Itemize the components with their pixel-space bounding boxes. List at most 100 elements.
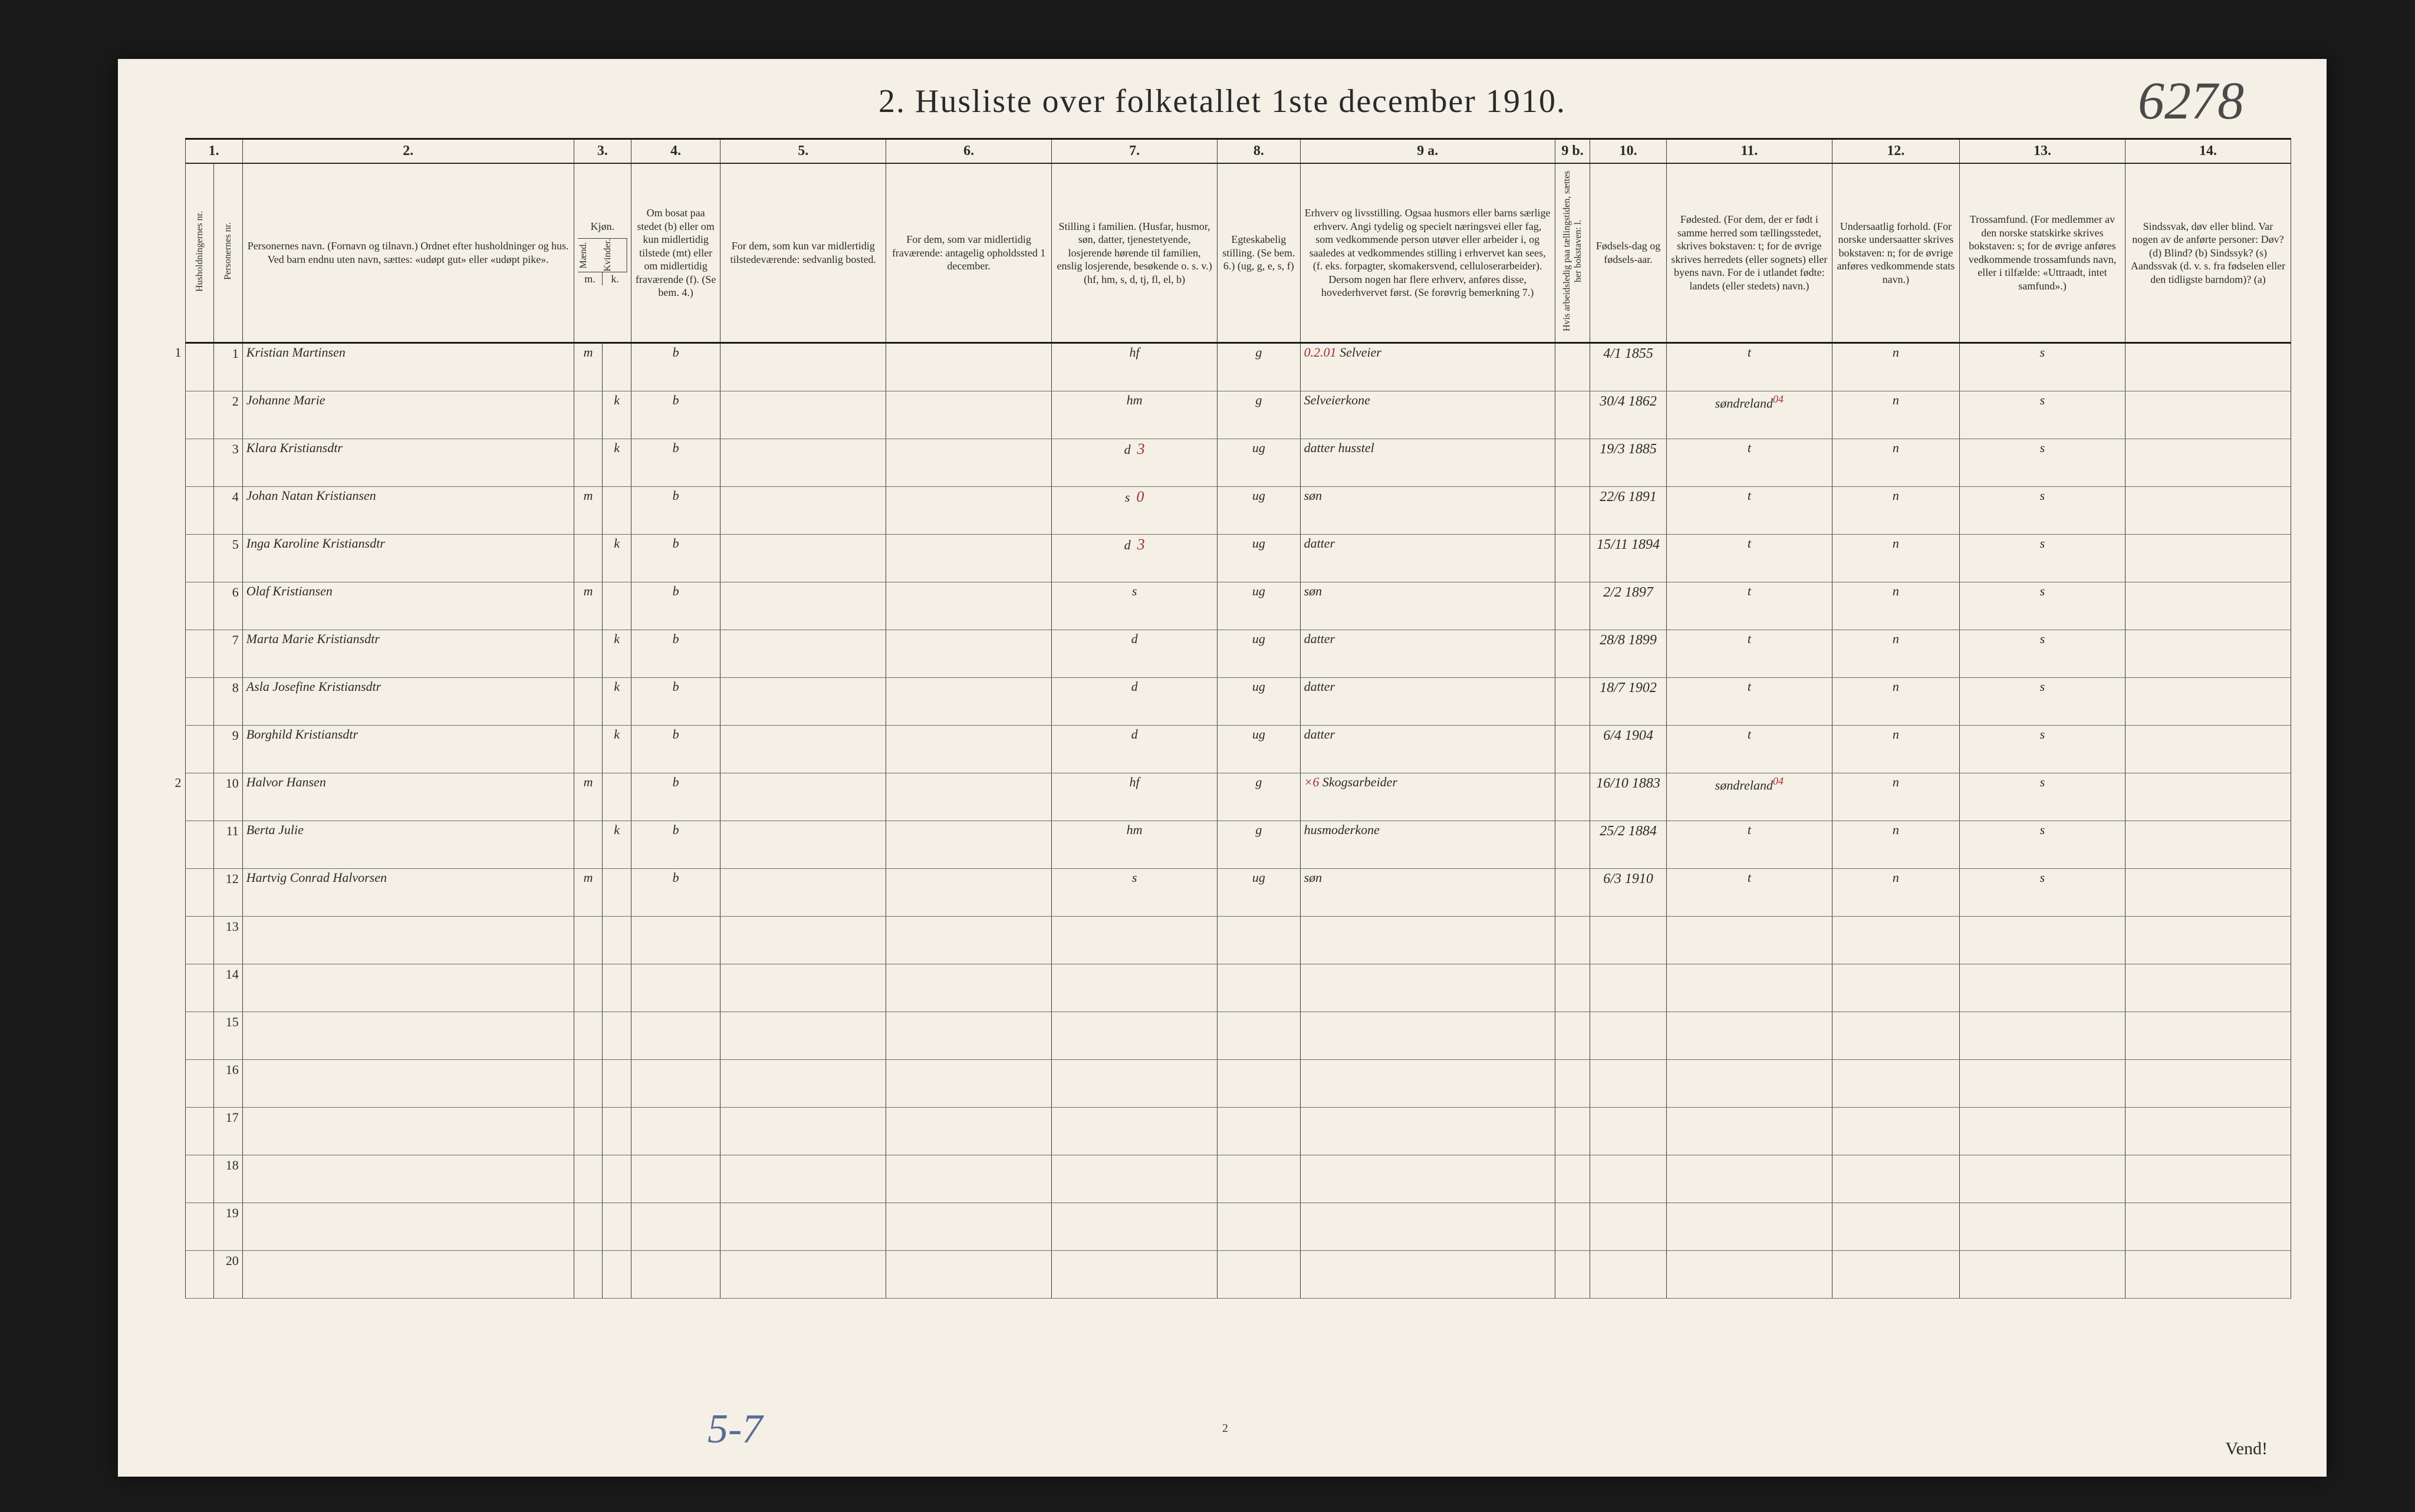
cell-arbeidsledig (1555, 677, 1590, 725)
cell-person-nr: 4 (214, 486, 243, 534)
cell-fodested: søndreland04 (1666, 391, 1832, 439)
cell-bosat: b (631, 582, 720, 630)
cell-person-nr: 18 (214, 1155, 243, 1203)
cell-sindssvak (2125, 439, 2291, 486)
cell-name: Marta Marie Kristiansdtr (242, 630, 574, 677)
cell-midl-fravaerende (886, 391, 1052, 439)
cell-fodested: t (1666, 486, 1832, 534)
colnum-5: 5. (720, 139, 886, 164)
cell-hh-nr (185, 630, 214, 677)
table-row: 5 Inga Karoline Kristiansdtr k b d 3 ug … (153, 534, 2291, 582)
cell-erhverv: datter (1300, 677, 1555, 725)
cell-kjon-k: k (603, 630, 631, 677)
cell-midl-fravaerende (886, 868, 1052, 916)
cell-fam: hf (1052, 342, 1218, 391)
cell-sindssvak (2125, 534, 2291, 582)
cell-hh-nr (185, 821, 214, 868)
cell-name: Asla Josefine Kristiansdtr (242, 677, 574, 725)
cell-midl-tilstede (720, 868, 886, 916)
colnum-9a: 9 a. (1300, 139, 1555, 164)
cell-egteskab: ug (1218, 725, 1300, 773)
table-row: 7 Marta Marie Kristiansdtr k b d ug datt… (153, 630, 2291, 677)
cell-midl-tilstede (720, 342, 886, 391)
cell-arbeidsledig (1555, 868, 1590, 916)
colnum-4: 4. (631, 139, 720, 164)
cell-person-nr: 9 (214, 725, 243, 773)
cell-bosat: b (631, 486, 720, 534)
table-row: 17 (153, 1107, 2291, 1155)
cell-tro: s (1959, 342, 2125, 391)
cell-midl-tilstede (720, 391, 886, 439)
household-margin-number (153, 677, 185, 725)
cell-person-nr: 2 (214, 391, 243, 439)
cell-sindssvak (2125, 582, 2291, 630)
cell-arbeidsledig (1555, 342, 1590, 391)
table-row: 19 (153, 1203, 2291, 1250)
table-row: 20 (153, 1250, 2291, 1298)
cell-erhverv: datter (1300, 534, 1555, 582)
table-row: 6 Olaf Kristiansen m b s ug søn 2/2 1897… (153, 582, 2291, 630)
cell-erhverv: søn (1300, 486, 1555, 534)
colnum-11: 11. (1666, 139, 1832, 164)
cell-tro: s (1959, 821, 2125, 868)
cell-person-nr: 10 (214, 773, 243, 821)
cell-name: Klara Kristiansdtr (242, 439, 574, 486)
cell-tro: s (1959, 486, 2125, 534)
cell-name: Hartvig Conrad Halvorsen (242, 868, 574, 916)
cell-midl-tilstede (720, 725, 886, 773)
header-kvinder: Kvinder. (602, 239, 627, 272)
cell-kjon-m (574, 439, 603, 486)
header-undersaatlig: Undersaatlig forhold. (For norske unders… (1832, 163, 1959, 342)
cell-hh-nr (185, 773, 214, 821)
table-row: 3 Klara Kristiansdtr k b d 3 ug datter h… (153, 439, 2291, 486)
cell-egteskab: ug (1218, 534, 1300, 582)
census-table: 1. 2. 3. 4. 5. 6. 7. 8. 9 a. 9 b. 10. 11… (153, 138, 2291, 1299)
cell-fodested: t (1666, 582, 1832, 630)
table-row: 2 10 Halvor Hansen m b hf g ×6 Skogsarbe… (153, 773, 2291, 821)
cell-kjon-m (574, 534, 603, 582)
header-maend: Mænd. (578, 239, 603, 272)
cell-arbeidsledig (1555, 725, 1590, 773)
cell-egteskab: ug (1218, 868, 1300, 916)
cell-egteskab: g (1218, 342, 1300, 391)
cell-fodsel: 28/8 1899 (1590, 630, 1667, 677)
cell-person-nr: 1 (214, 342, 243, 391)
colnum-3: 3. (574, 139, 631, 164)
cell-kjon-m (574, 391, 603, 439)
cell-bosat: b (631, 821, 720, 868)
cell-kjon-k (603, 773, 631, 821)
cell-fodsel: 25/2 1884 (1590, 821, 1667, 868)
household-margin-number (153, 486, 185, 534)
cell-kjon-m: m (574, 868, 603, 916)
page-frame: 6278 2. Husliste over folketallet 1ste d… (0, 0, 2415, 1512)
table-row: 8 Asla Josefine Kristiansdtr k b d ug da… (153, 677, 2291, 725)
cell-kjon-k: k (603, 439, 631, 486)
cell-hh-nr (185, 391, 214, 439)
cell-midl-tilstede (720, 439, 886, 486)
cell-egteskab: g (1218, 821, 1300, 868)
cell-tro: s (1959, 773, 2125, 821)
cell-fodsel: 30/4 1862 (1590, 391, 1667, 439)
header-stilling-familien: Stilling i familien. (Husfar, husmor, sø… (1052, 163, 1218, 342)
header-husholdning-nr: Husholdningernes nr. (185, 163, 214, 342)
cell-kjon-m (574, 677, 603, 725)
cell-bosat: b (631, 773, 720, 821)
header-navn: Personernes navn. (Fornavn og tilnavn.) … (242, 163, 574, 342)
cell-midl-tilstede (720, 677, 886, 725)
cell-hh-nr (185, 486, 214, 534)
cell-person-nr: 16 (214, 1059, 243, 1107)
cell-undersaat: n (1832, 582, 1959, 630)
cell-name: Halvor Hansen (242, 773, 574, 821)
cell-kjon-k (603, 342, 631, 391)
cell-erhverv: 0.2.01 Selveier (1300, 342, 1555, 391)
table-row: 15 (153, 1012, 2291, 1059)
cell-kjon-k: k (603, 725, 631, 773)
cell-hh-nr (185, 868, 214, 916)
cell-person-nr: 8 (214, 677, 243, 725)
table-row: 2 Johanne Marie k b hm g Selveierkone 30… (153, 391, 2291, 439)
cell-hh-nr (185, 534, 214, 582)
cell-undersaat: n (1832, 342, 1959, 391)
household-margin-number: 2 (153, 773, 185, 821)
cell-hh-nr (185, 677, 214, 725)
header-fodselsdag: Fødsels-dag og fødsels-aar. (1590, 163, 1667, 342)
